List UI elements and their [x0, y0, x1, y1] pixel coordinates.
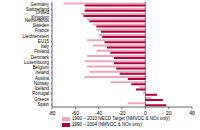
svg-text:20: 20	[166, 110, 172, 116]
svg-text:Ireland: Ireland	[35, 70, 49, 75]
svg-text:Netherlands: Netherlands	[25, 18, 50, 23]
svg-text:Austria: Austria	[35, 76, 50, 81]
svg-text:Finland: Finland	[34, 49, 49, 54]
svg-text:Germany: Germany	[30, 2, 49, 7]
svg-text:-40: -40	[95, 110, 102, 116]
svg-text:40: 40	[189, 110, 192, 116]
svg-text:-80: -80	[48, 110, 55, 116]
svg-text:%: %	[191, 109, 192, 115]
svg-text:Liechtenstein: Liechtenstein	[22, 34, 49, 39]
svg-text:Greece: Greece	[34, 97, 49, 102]
svg-text:Belgium: Belgium	[33, 65, 50, 70]
svg-text:France: France	[35, 28, 50, 33]
svg-text:Spain: Spain	[37, 102, 49, 107]
svg-text:Italy: Italy	[41, 44, 50, 49]
svg-text:Portugal: Portugal	[32, 91, 49, 96]
svg-text:Norway: Norway	[34, 81, 50, 86]
svg-text:EU15: EU15	[38, 39, 50, 44]
svg-text:Iceland: Iceland	[34, 86, 49, 91]
svg-text:-20: -20	[118, 110, 125, 116]
svg-text:-60: -60	[72, 110, 79, 116]
svg-text:Denmark: Denmark	[31, 55, 50, 60]
svg-text:0: 0	[144, 110, 147, 116]
svg-text:Luxembourg: Luxembourg	[24, 60, 50, 65]
svg-text:Sweden: Sweden	[33, 23, 50, 28]
